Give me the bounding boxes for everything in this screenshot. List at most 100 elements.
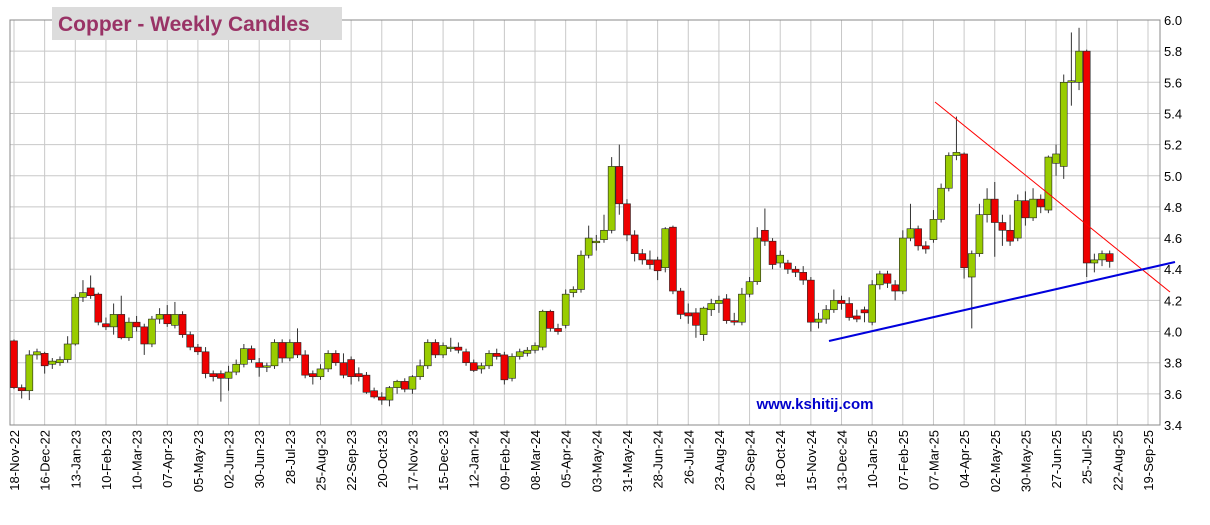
candle-body [1075,50,1083,83]
candle-body [155,314,164,320]
x-tick-label: 20-Oct-23 [375,430,390,488]
candle-body [661,228,670,268]
candle-body [592,240,601,244]
x-tick-label: 25-Jul-25 [1080,430,1095,484]
candle-body [523,349,532,354]
x-tick-label: 13-Jan-23 [68,430,83,489]
candle-body [1052,153,1060,164]
x-tick-label: 07-Mar-25 [926,430,941,490]
candle-body [370,390,378,398]
candle-body [385,387,394,401]
candle-body [753,237,762,282]
candle-body [929,219,938,240]
candle-body [316,368,325,378]
candle-body [400,381,409,390]
candle-body [209,373,218,378]
x-tick-label: 30-Jun-23 [252,430,267,489]
support-line [828,261,1176,342]
candle-body [140,326,149,345]
candle-body [1067,80,1076,83]
candle-body [799,272,808,281]
candle-body [1059,82,1068,167]
candle-body [546,310,555,329]
candle-body [1029,198,1037,219]
candle-body [324,353,332,370]
y-tick-label: 4.0 [1164,325,1182,340]
candle-body [584,237,593,256]
resistance-line [934,101,1171,293]
candle-body [492,353,501,357]
x-tick-label: 25-Aug-23 [313,430,328,491]
candle-body [914,228,922,247]
candle-body [224,371,233,379]
candle-body [868,284,876,323]
axis-labels: 3.4 3.6 3.8 4.0 4.2 4.4 4.6 4.8 5.0 5.2 5.4 5.6 5.8 6… [7,13,1182,492]
x-tick-label: 28-Jul-23 [283,430,298,484]
candle-body [454,346,463,351]
candle-body [577,254,585,290]
candle-body [837,300,846,304]
candle-body [416,365,424,378]
candle-body [117,314,126,339]
x-tick-label: 22-Sep-23 [344,430,359,491]
candle-body [830,300,838,311]
x-tick-label: 30-May-25 [1018,430,1033,492]
x-tick-label: 18-Nov-22 [7,430,22,491]
x-tick-label: 07-Apr-23 [160,430,175,488]
y-tick-label: 5.8 [1164,44,1182,59]
candle-body [944,155,953,189]
x-tick-label: 23-Aug-24 [712,430,727,491]
candle-body [309,373,317,378]
candle-body [186,334,195,348]
candle-body [983,198,991,216]
candle-body [163,314,172,325]
candle-body [500,354,509,381]
candle-body [278,342,286,359]
candle-body [1105,253,1114,262]
candle-body [270,342,279,367]
candle-body [845,303,853,318]
x-tick-label: 12-Jan-24 [467,430,482,489]
candle-body [676,290,685,315]
x-tick-label: 20-Sep-24 [743,430,758,491]
candle-body [17,387,26,392]
candle-body [684,312,693,317]
candle-body [1013,200,1022,239]
candle-body [960,153,968,268]
x-tick-label: 15-Nov-24 [804,430,819,491]
candle-body [860,309,869,314]
candle-body [1090,259,1099,264]
candle-body [998,222,1007,231]
y-tick-label: 4.6 [1164,231,1182,246]
y-tick-label: 6.0 [1164,13,1182,28]
candle-body [48,360,57,365]
x-tick-label: 02-May-25 [988,430,1003,492]
candle-body [178,314,187,335]
candle-body [263,365,271,368]
candle-body [201,351,210,374]
x-tick-label: 27-Jun-25 [1049,430,1064,489]
candle-body [607,166,616,231]
candle-body [722,298,731,321]
candle-body [109,314,118,328]
x-tick-label: 03-May-24 [589,430,604,492]
candle-body [132,321,141,328]
candle-body [293,342,302,356]
candle-body [232,363,241,373]
candle-body [653,259,662,272]
title-box [52,7,342,40]
x-tick-label: 31-May-24 [620,430,635,492]
candle-body [217,373,225,379]
candle-body [301,354,309,376]
candle-body [1006,229,1014,242]
x-tick-label: 07-Feb-25 [896,430,911,490]
watermark: www.kshitij.com [756,396,874,413]
y-tick-label: 3.4 [1164,418,1182,433]
y-tick-label: 4.2 [1164,293,1182,308]
candle-body [921,245,930,250]
candles [10,27,1114,407]
candle-body [538,310,547,348]
candle-body [393,381,401,388]
